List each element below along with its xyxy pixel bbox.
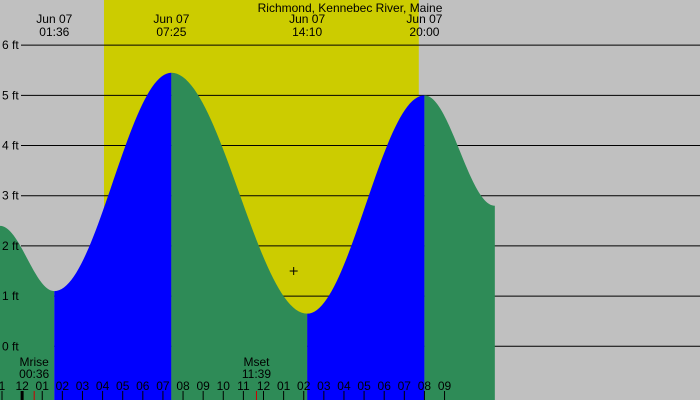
falling-tide-segment-2 (171, 72, 308, 400)
rising-tide-segment-1 (54, 72, 172, 400)
tide-event-time-0: 01:36 (39, 25, 69, 39)
y-tick-label-1: 1 ft (2, 289, 19, 303)
tide-event-date-1: Jun 07 (153, 12, 189, 26)
falling-tide-segment-0 (0, 225, 55, 400)
x-tick-label-18: 05 (357, 379, 371, 393)
moon-event-label-0: Mrise (20, 355, 50, 369)
tide-event-time-1: 07:25 (156, 25, 186, 39)
moon-event-time-1: 11:39 (242, 367, 271, 381)
x-tick-label-16: 03 (317, 379, 331, 393)
tide-event-time-2: 14:10 (292, 25, 322, 39)
x-tick-label-3: 02 (56, 379, 70, 393)
x-tick-label-22: 09 (438, 379, 452, 393)
x-tick-label-6: 05 (116, 379, 130, 393)
tide-fill-segments (0, 72, 495, 400)
x-axis: 1 12 01 02 03 04 05 06 07 08 09 10 11 12 01 02 03 04 05 06 0… (0, 379, 452, 400)
x-tick-label-7: 06 (136, 379, 150, 393)
x-tick-label-13: 12 (257, 379, 271, 393)
y-tick-label-3: 3 ft (2, 189, 19, 203)
y-tick-label-2: 2 ft (2, 239, 19, 253)
midnight-tick (20, 391, 24, 400)
x-tick-label-0: 1 (0, 379, 6, 393)
y-tick-label-0: 0 ft (2, 339, 19, 353)
y-tick-labels: 0 ft 1 ft 2 ft 3 ft 4 ft 5 ft 6 ft (2, 38, 19, 353)
y-tick-label-4: 4 ft (2, 139, 19, 153)
tide-event-date-2: Jun 07 (289, 12, 325, 26)
x-tick-label-8: 07 (156, 379, 170, 393)
moon-event-label-1: Mset (243, 355, 270, 369)
falling-tide-segment-4 (424, 95, 495, 400)
x-tick-label-2: 01 (36, 379, 50, 393)
chart-title: Richmond, Kennebec River, Maine (258, 1, 443, 15)
x-tick-label-5: 04 (96, 379, 110, 393)
x-tick-label-11: 10 (217, 379, 231, 393)
tide-event-date-0: Jun 07 (36, 12, 72, 26)
y-tick-label-6: 6 ft (2, 38, 19, 52)
tide-event-time-3: 20:00 (409, 25, 439, 39)
x-tick-label-12: 11 (237, 379, 250, 393)
y-tick-label-5: 5 ft (2, 88, 19, 102)
x-tick-label-4: 03 (76, 379, 90, 393)
x-tick-label-15: 02 (297, 379, 311, 393)
x-tick-label-14: 01 (277, 379, 291, 393)
x-tick-label-1: 12 (15, 379, 29, 393)
rising-tide-segment-3 (307, 95, 425, 400)
x-tick-label-17: 04 (337, 379, 351, 393)
tide-event-date-3: Jun 07 (406, 12, 442, 26)
moon-event-time-0: 00:36 (19, 367, 49, 381)
x-tick-label-20: 07 (398, 379, 412, 393)
current-time-marker (289, 267, 298, 276)
x-tick-label-19: 06 (378, 379, 392, 393)
x-tick-label-9: 08 (176, 379, 190, 393)
x-tick-label-10: 09 (196, 379, 210, 393)
x-tick-label-21: 08 (418, 379, 432, 393)
